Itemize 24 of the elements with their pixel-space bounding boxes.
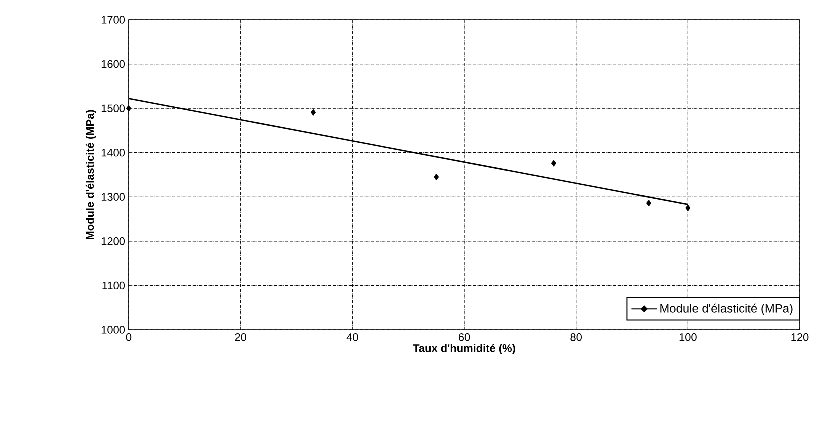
x-tick-label: 40: [346, 334, 358, 342]
y-tick-label: 1600: [102, 60, 126, 68]
point: [126, 105, 132, 112]
point: [310, 109, 316, 116]
point: [646, 200, 652, 207]
y-tick-label: 1400: [102, 148, 126, 157]
y-tick-label: 1700: [102, 16, 126, 24]
y-axis-title: Module d'élasticité (MPa): [86, 110, 96, 240]
x-tick-label: 100: [680, 334, 697, 342]
x-tick-label: 120: [792, 334, 809, 342]
point: [686, 204, 691, 212]
y-tick-label: 1500: [102, 104, 126, 112]
x-tick-label: 60: [458, 334, 470, 342]
x-tick-label: 80: [570, 334, 582, 342]
point: [551, 160, 557, 167]
x-axis-title: Taux d'humidité (%): [413, 344, 516, 354]
y-tick-label: 1300: [102, 193, 126, 202]
x-tick-label: 0: [126, 334, 132, 342]
y-tick-label: 1200: [102, 238, 126, 246]
y-tick-label: 1000: [102, 326, 126, 334]
x-tick-label: 20: [235, 334, 246, 342]
point: [434, 174, 440, 181]
legend-label: Module d'élasticité (MPa): [660, 304, 793, 316]
y-tick-label: 1100: [102, 282, 126, 290]
